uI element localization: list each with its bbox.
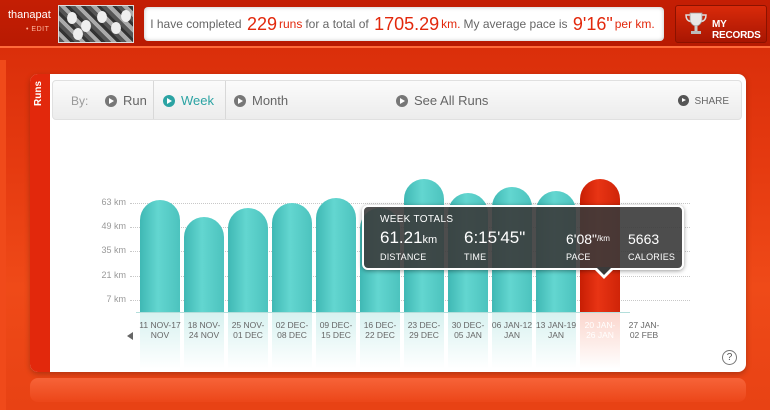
summary-runs-label: runs	[279, 17, 303, 31]
view-run-label[interactable]: Run	[123, 93, 147, 108]
share-button[interactable]: SHARE	[677, 95, 729, 107]
chart-bar-reflection	[404, 313, 444, 369]
tooltip-pace-value: 6'08"/km	[566, 231, 610, 247]
chart-bar-reflection	[140, 313, 180, 369]
x-tick-label[interactable]: 11 NOV-17 NOV	[139, 320, 181, 340]
runs-card: Runs By: Run Week Month See All Runs SHA…	[30, 74, 746, 372]
view-run-button[interactable]: Run	[105, 93, 147, 109]
tooltip-calories-value: 5663	[628, 231, 660, 247]
chart-bar-reflection	[360, 313, 400, 369]
view-week-button[interactable]: Week	[163, 93, 214, 109]
tooltip-distance-number: 61.21	[380, 228, 423, 247]
play-icon	[163, 95, 175, 107]
chart-bar-reflection	[448, 313, 488, 369]
tooltip-distance-label: DISTANCE	[380, 252, 427, 262]
run-summary: I have completed 229 runs for a total of…	[144, 7, 664, 41]
toolbar-divider	[153, 81, 154, 119]
tooltip-calories-label: CALORIES	[628, 252, 676, 262]
y-tick-label: 21 km	[101, 269, 126, 280]
summary-text-4: My average pace is	[463, 17, 568, 31]
chart-bar[interactable]	[316, 197, 356, 312]
summary-average-pace: 9'16"	[572, 13, 613, 34]
top-bar: thanapat • EDIT I have completed 229 run…	[0, 0, 770, 46]
chart-bar-reflection	[580, 313, 620, 369]
x-tick-label[interactable]: 25 NOV- 01 DEC	[231, 320, 265, 340]
view-toolbar: By: Run Week Month See All Runs SHARE	[52, 80, 742, 120]
chart-bar[interactable]	[184, 216, 224, 312]
x-tick-label[interactable]: 13 JAN-19 JAN	[535, 320, 577, 340]
by-label: By:	[71, 94, 89, 108]
chart-bar-reflection	[228, 313, 268, 369]
edit-link-label[interactable]: EDIT	[31, 26, 50, 33]
chart-bar-reflection	[272, 313, 312, 369]
top-divider	[0, 46, 770, 48]
avatar[interactable]	[58, 5, 134, 43]
y-tick-label: 7 km	[106, 293, 126, 304]
week-totals-tooltip: WEEK TOTALS 61.21km DISTANCE 6:15'45" TI…	[362, 205, 684, 279]
runs-side-tab[interactable]: Runs	[30, 74, 50, 372]
tooltip-pace-unit: /km	[597, 234, 610, 243]
chart-bar[interactable]	[228, 208, 268, 312]
play-icon	[234, 95, 246, 107]
y-tick-label: 49 km	[101, 221, 126, 232]
tooltip-time-label: TIME	[464, 252, 487, 262]
chart-baseline	[136, 312, 630, 313]
chart-bar-reflection	[536, 313, 576, 369]
x-tick-label[interactable]: 27 JAN- 02 FEB	[628, 320, 660, 340]
play-icon	[105, 95, 117, 107]
x-tick-label[interactable]: 02 DEC- 08 DEC	[275, 320, 309, 340]
trophy-icon	[685, 12, 707, 34]
toolbar-divider	[225, 81, 226, 119]
summary-unit: km.	[441, 17, 461, 31]
chart-bar-reflection	[492, 313, 532, 369]
help-icon[interactable]: ?	[722, 350, 737, 365]
tooltip-distance-value: 61.21km	[380, 228, 437, 248]
view-week-label[interactable]: Week	[181, 93, 214, 108]
my-records-button[interactable]: MY RECORDS	[675, 5, 767, 43]
x-tick-label[interactable]: 18 NOV- 24 NOV	[187, 320, 221, 340]
see-all-runs-label[interactable]: See All Runs	[414, 93, 489, 108]
chart-bar[interactable]	[272, 203, 312, 312]
my-records-label[interactable]: MY RECORDS	[712, 19, 761, 41]
tooltip-title: WEEK TOTALS	[380, 214, 454, 225]
tooltip-pace-label: PACE	[566, 252, 591, 262]
tooltip-time-value: 6:15'45"	[464, 228, 526, 247]
page-left-edge	[0, 60, 6, 410]
x-tick-label[interactable]: 23 DEC- 29 DEC	[407, 320, 441, 340]
summary-pace-unit: per km.	[614, 17, 655, 31]
summary-text-3: for a total of	[305, 17, 369, 31]
view-month-label[interactable]: Month	[252, 93, 289, 108]
play-icon	[396, 95, 408, 107]
edit-link[interactable]: • EDIT	[26, 26, 50, 33]
share-label[interactable]: SHARE	[694, 96, 729, 107]
x-tick-label[interactable]: 06 JAN-12 JAN	[491, 320, 533, 340]
chart-bar-reflection	[184, 313, 224, 369]
y-tick-label: 63 km	[101, 197, 126, 207]
x-tick-label[interactable]: 09 DEC- 15 DEC	[319, 320, 353, 340]
x-tick-label[interactable]: 16 DEC- 22 DEC	[363, 320, 397, 340]
tooltip-pointer	[594, 267, 614, 279]
see-all-runs-button[interactable]: See All Runs	[396, 93, 488, 109]
x-tick-label[interactable]: 20 JAN- 26 JAN	[584, 320, 616, 340]
tooltip-distance-unit: km	[422, 234, 438, 246]
chart-bar-reflection	[316, 313, 356, 369]
scroll-left-arrow-icon[interactable]	[127, 332, 133, 340]
view-month-button[interactable]: Month	[234, 93, 288, 109]
y-tick-label: 35 km	[101, 245, 126, 256]
user-name: thanapat	[8, 9, 51, 21]
chart-bar[interactable]	[140, 199, 180, 312]
tooltip-pace-number: 6'08"	[566, 231, 598, 247]
play-icon	[677, 95, 689, 106]
x-tick-label[interactable]: 30 DEC- 05 JAN	[451, 320, 485, 340]
bottom-reflection	[30, 378, 746, 402]
summary-runs-count: 229	[246, 13, 277, 34]
summary-text-1: I have completed	[150, 17, 242, 31]
summary-total-distance: 1705.29	[374, 13, 440, 34]
